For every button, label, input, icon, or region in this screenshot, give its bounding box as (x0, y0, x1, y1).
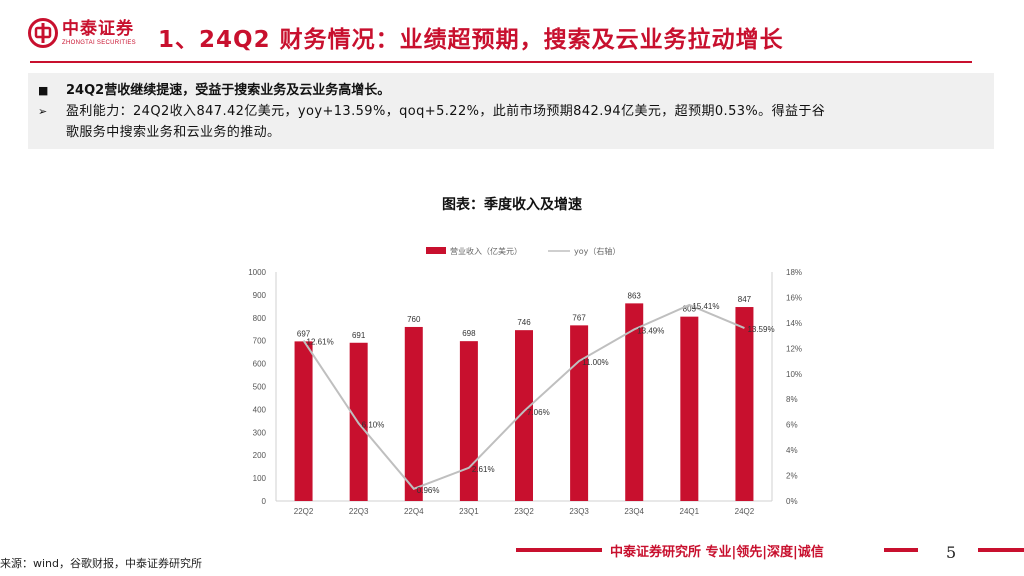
yoy-point-label: 12.61% (307, 338, 334, 347)
page-title: 1、24Q2 财务情况：业绩超预期，搜索及云业务拉动增长 (158, 27, 784, 53)
company-logo: 中泰证券 ZHONGTAI SECURITIES (28, 18, 136, 48)
y-left-tick-label: 400 (253, 405, 267, 414)
yoy-point-label: 13.49% (637, 326, 664, 335)
revenue-bar (294, 341, 313, 501)
summary-box: ■ 24Q2营收继续提速，受益于搜索业务及云业务高增长。 ➢ 盈利能力：24Q2… (28, 73, 994, 149)
revenue-bar-label: 767 (572, 313, 586, 322)
chart-title: 图表：季度收入及增速 (442, 197, 582, 213)
y-left-tick-label: 100 (253, 474, 267, 483)
summary-headline-row: ■ 24Q2营收继续提速，受益于搜索业务及云业务高增长。 (38, 80, 984, 101)
x-tick-label: 23Q2 (514, 507, 534, 516)
footer-bar-right (884, 548, 918, 552)
revenue-bar (735, 307, 754, 501)
x-tick-label: 22Q4 (404, 507, 424, 516)
y-left-tick-label: 900 (253, 291, 267, 300)
y-right-tick-label: 6% (786, 421, 798, 430)
revenue-bar-label: 863 (628, 291, 642, 300)
yoy-point-label: 11.00% (582, 358, 609, 367)
revenue-bar-label: 847 (738, 295, 752, 304)
yoy-point-label: 2.61% (472, 465, 495, 474)
y-right-tick-label: 0% (786, 497, 798, 506)
y-right-tick-label: 18% (786, 268, 802, 277)
y-left-tick-label: 700 (253, 337, 267, 346)
yoy-point-label: 13.59% (747, 325, 774, 334)
summary-body-row: ➢ 盈利能力：24Q2收入847.42亿美元，yoy+13.59%，qoq+5.… (38, 101, 984, 122)
y-left-tick-label: 500 (253, 383, 267, 392)
page-header: 中泰证券 ZHONGTAI SECURITIES 1、24Q2 财务情况：业绩超… (0, 0, 1024, 63)
y-left-tick-label: 200 (253, 451, 267, 460)
yoy-line (302, 303, 745, 490)
logo-emblem-icon (28, 18, 58, 48)
logo-cn-text: 中泰证券 (62, 18, 134, 39)
y-left-tick-label: 300 (253, 428, 267, 437)
x-tick-label: 23Q1 (459, 507, 479, 516)
y-left-tick-label: 1000 (248, 268, 266, 277)
y-left-tick-label: 600 (253, 360, 267, 369)
y-left-tick-label: 0 (262, 497, 267, 506)
y-right-tick-label: 8% (786, 395, 798, 404)
x-tick-label: 22Q3 (349, 507, 369, 516)
revenue-bar-label: 698 (462, 329, 476, 338)
revenue-bar (404, 326, 423, 501)
x-tick-label: 24Q2 (735, 507, 755, 516)
revenue-bar (515, 330, 533, 501)
legend-bar-swatch (426, 247, 446, 254)
arrow-bullet-icon: ➢ (38, 105, 48, 118)
revenue-bar-label: 760 (407, 315, 421, 324)
x-tick-label: 23Q4 (624, 507, 644, 516)
y-right-tick-label: 2% (786, 472, 798, 481)
square-bullet-icon: ■ (38, 84, 49, 97)
logo-en-text: ZHONGTAI SECURITIES (62, 39, 136, 46)
yoy-point-label: 7.06% (527, 408, 550, 417)
revenue-growth-chart: 营业收入（亿美元） yoy（右轴） 0 100 200 300 400 500 600 700 80… (248, 246, 802, 516)
footer-bar-far (978, 548, 1024, 552)
yoy-point-label: 6.10% (362, 420, 385, 429)
summary-body-line2: 歌服务中搜索业务和云业务的推动。 (66, 125, 281, 140)
y-right-tick-label: 16% (786, 293, 802, 302)
revenue-bar-label: 697 (297, 329, 311, 338)
header-divider (30, 61, 972, 63)
revenue-bar-label: 805 (683, 305, 697, 314)
y-right-tick-label: 12% (786, 344, 802, 353)
legend-line-label: yoy（右轴） (574, 246, 620, 256)
revenue-bar (625, 303, 644, 501)
yoy-point-label: 15.41% (692, 302, 719, 311)
summary-body-line1: 盈利能力：24Q2收入847.42亿美元，yoy+13.59%，qoq+5.22… (66, 104, 826, 119)
summary-headline: 24Q2营收继续提速，受益于搜索业务及云业务高增长。 (66, 83, 391, 98)
y-left-tick-label: 800 (253, 314, 267, 323)
revenue-bar-label: 691 (352, 331, 366, 340)
x-tick-label: 22Q2 (294, 507, 314, 516)
y-right-tick-label: 10% (786, 370, 802, 379)
revenue-bar (570, 325, 589, 501)
x-tick-label: 23Q3 (569, 507, 589, 516)
yoy-point-label: 0.96% (417, 486, 440, 495)
legend-bar-label: 营业收入（亿美元） (450, 246, 522, 256)
footer-bar-left (516, 548, 602, 552)
footer-slogan: 中泰证券研究所 专业|领先|深度|诚信 (610, 545, 824, 560)
revenue-bar (459, 341, 478, 501)
revenue-bar-label: 746 (517, 318, 531, 327)
source-note: 来源：wind，谷歌财报，中泰证券研究所 (0, 557, 203, 570)
page-number: 5 (946, 543, 957, 562)
y-right-tick-label: 4% (786, 446, 798, 455)
y-right-tick-label: 14% (786, 319, 802, 328)
revenue-bar (680, 316, 699, 501)
x-tick-label: 24Q1 (680, 507, 700, 516)
